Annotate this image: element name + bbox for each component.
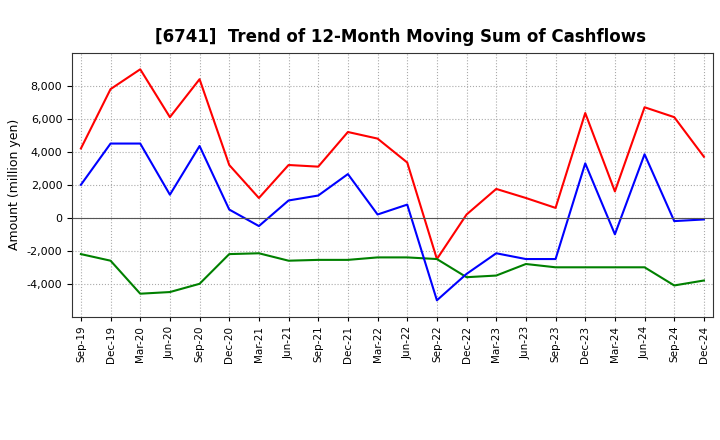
Investing Cashflow [700, 278, 708, 283]
Line: Free Cashflow: Free Cashflow [81, 143, 704, 300]
Free Cashflow [462, 271, 471, 276]
Operating Cashflow [166, 114, 174, 120]
Operating Cashflow [136, 66, 145, 72]
Operating Cashflow [403, 160, 412, 165]
Operating Cashflow [700, 154, 708, 159]
Free Cashflow [314, 193, 323, 198]
Operating Cashflow [521, 195, 530, 201]
Operating Cashflow [343, 129, 352, 135]
Free Cashflow [640, 152, 649, 157]
Operating Cashflow [581, 110, 590, 116]
Free Cashflow [670, 218, 678, 224]
Investing Cashflow [433, 257, 441, 262]
Y-axis label: Amount (million yen): Amount (million yen) [8, 119, 21, 250]
Free Cashflow [492, 251, 500, 256]
Investing Cashflow [136, 291, 145, 297]
Free Cashflow [284, 198, 293, 203]
Free Cashflow [76, 182, 85, 187]
Operating Cashflow [433, 257, 441, 262]
Investing Cashflow [255, 251, 264, 256]
Investing Cashflow [640, 264, 649, 270]
Free Cashflow [521, 257, 530, 262]
Free Cashflow [136, 141, 145, 146]
Operating Cashflow [640, 105, 649, 110]
Operating Cashflow [76, 146, 85, 151]
Investing Cashflow [581, 264, 590, 270]
Investing Cashflow [670, 283, 678, 288]
Operating Cashflow [314, 164, 323, 169]
Operating Cashflow [670, 114, 678, 120]
Investing Cashflow [611, 264, 619, 270]
Investing Cashflow [492, 273, 500, 278]
Investing Cashflow [552, 264, 560, 270]
Operating Cashflow [611, 189, 619, 194]
Free Cashflow [581, 161, 590, 166]
Investing Cashflow [107, 258, 115, 263]
Investing Cashflow [166, 290, 174, 295]
Free Cashflow [611, 231, 619, 237]
Investing Cashflow [462, 275, 471, 280]
Investing Cashflow [225, 251, 233, 257]
Free Cashflow [107, 141, 115, 146]
Line: Operating Cashflow: Operating Cashflow [81, 69, 704, 259]
Free Cashflow [343, 172, 352, 177]
Free Cashflow [225, 207, 233, 212]
Free Cashflow [373, 212, 382, 217]
Investing Cashflow [314, 257, 323, 263]
Operating Cashflow [552, 205, 560, 210]
Operating Cashflow [195, 77, 204, 82]
Operating Cashflow [255, 195, 264, 201]
Investing Cashflow [343, 257, 352, 263]
Free Cashflow [403, 202, 412, 207]
Operating Cashflow [462, 212, 471, 217]
Operating Cashflow [225, 162, 233, 168]
Line: Investing Cashflow: Investing Cashflow [81, 253, 704, 294]
Investing Cashflow [195, 281, 204, 286]
Investing Cashflow [76, 251, 85, 257]
Investing Cashflow [373, 255, 382, 260]
Free Cashflow [700, 217, 708, 222]
Free Cashflow [195, 143, 204, 149]
Free Cashflow [255, 224, 264, 229]
Free Cashflow [552, 257, 560, 262]
Investing Cashflow [284, 258, 293, 263]
Operating Cashflow [373, 136, 382, 141]
Free Cashflow [166, 192, 174, 197]
Investing Cashflow [521, 261, 530, 267]
Free Cashflow [433, 297, 441, 303]
Operating Cashflow [284, 162, 293, 168]
Operating Cashflow [492, 186, 500, 191]
Operating Cashflow [107, 86, 115, 92]
Text: [6741]  Trend of 12-Month Moving Sum of Cashflows: [6741] Trend of 12-Month Moving Sum of C… [156, 28, 647, 46]
Investing Cashflow [403, 255, 412, 260]
